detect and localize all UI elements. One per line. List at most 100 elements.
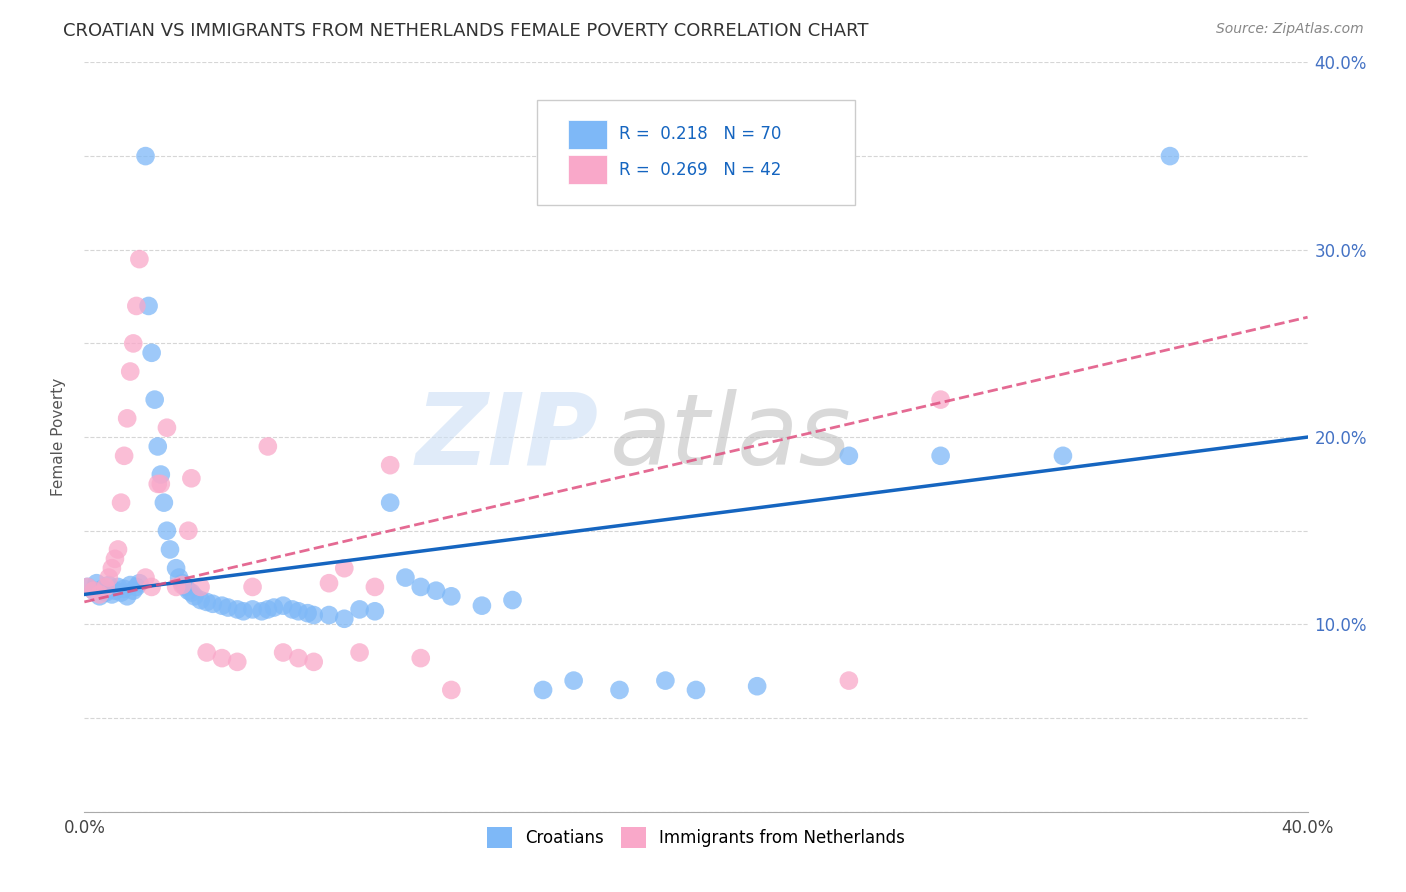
Point <box>120 578 142 592</box>
Point <box>281 602 304 616</box>
Point <box>112 582 135 596</box>
Point <box>195 595 218 609</box>
Point <box>159 542 181 557</box>
Point <box>91 582 114 596</box>
Point <box>195 646 218 660</box>
Point <box>333 612 356 626</box>
Point <box>107 580 129 594</box>
Point <box>318 576 340 591</box>
Point <box>115 590 138 604</box>
Point <box>211 599 233 613</box>
Point <box>318 608 340 623</box>
Point <box>101 561 124 575</box>
Point <box>128 252 150 266</box>
Point <box>425 583 447 598</box>
Point <box>153 496 176 510</box>
Point <box>165 580 187 594</box>
Point <box>177 524 200 538</box>
Point <box>76 580 98 594</box>
Point <box>174 580 197 594</box>
Point <box>107 542 129 557</box>
Point <box>271 599 294 613</box>
Point <box>110 496 132 510</box>
Point <box>141 345 163 359</box>
Legend: Croatians, Immigrants from Netherlands: Croatians, Immigrants from Netherlands <box>478 819 914 855</box>
Point <box>302 655 325 669</box>
Point <box>143 392 166 407</box>
Point <box>287 651 309 665</box>
Point <box>97 578 120 592</box>
Point <box>1052 449 1074 463</box>
Point <box>201 597 224 611</box>
Point <box>242 602 264 616</box>
Text: Source: ZipAtlas.com: Source: ZipAtlas.com <box>1216 22 1364 37</box>
Point <box>135 571 157 585</box>
Point <box>232 604 254 618</box>
Point <box>838 449 860 463</box>
Point <box>138 299 160 313</box>
Point <box>226 655 249 669</box>
Point <box>409 651 432 665</box>
Point <box>115 411 138 425</box>
Point <box>929 392 952 407</box>
Text: R =  0.269   N = 42: R = 0.269 N = 42 <box>619 161 782 178</box>
Point <box>257 602 280 616</box>
Point <box>349 646 371 660</box>
Point <box>297 606 319 620</box>
Point <box>83 583 105 598</box>
Point <box>83 583 105 598</box>
Point <box>180 585 202 599</box>
Point <box>349 602 371 616</box>
Point <box>112 449 135 463</box>
Point <box>562 673 585 688</box>
Point <box>287 604 309 618</box>
Point <box>242 580 264 594</box>
Point <box>409 580 432 594</box>
Point <box>502 593 524 607</box>
Point <box>149 467 172 482</box>
Point <box>471 599 494 613</box>
Point <box>531 683 554 698</box>
Point <box>271 646 294 660</box>
Point <box>149 476 172 491</box>
Point <box>94 585 117 599</box>
Point <box>180 471 202 485</box>
Point <box>440 590 463 604</box>
Point <box>380 496 402 510</box>
Point <box>94 580 117 594</box>
Point <box>263 600 285 615</box>
Point <box>167 571 190 585</box>
FancyBboxPatch shape <box>537 100 855 205</box>
Point <box>146 440 169 453</box>
Point <box>156 421 179 435</box>
Text: R =  0.218   N = 70: R = 0.218 N = 70 <box>619 126 782 144</box>
Point <box>76 580 98 594</box>
Point <box>89 590 111 604</box>
Point <box>120 365 142 379</box>
Bar <box>568 155 606 184</box>
Point <box>364 604 387 618</box>
Point <box>190 593 212 607</box>
Point <box>838 673 860 688</box>
Point <box>97 571 120 585</box>
Point <box>190 580 212 594</box>
Point <box>146 476 169 491</box>
Point <box>609 683 631 698</box>
Point <box>156 524 179 538</box>
Point <box>122 583 145 598</box>
Bar <box>568 120 606 149</box>
Point <box>747 679 769 693</box>
Point <box>135 149 157 163</box>
Point <box>177 583 200 598</box>
Point <box>380 458 402 473</box>
Point <box>440 683 463 698</box>
Text: ZIP: ZIP <box>415 389 598 485</box>
Point <box>302 608 325 623</box>
Point <box>333 561 356 575</box>
Point <box>89 587 111 601</box>
Point <box>364 580 387 594</box>
Point <box>183 590 205 604</box>
Point <box>86 576 108 591</box>
Point <box>257 440 280 453</box>
Y-axis label: Female Poverty: Female Poverty <box>51 378 66 496</box>
